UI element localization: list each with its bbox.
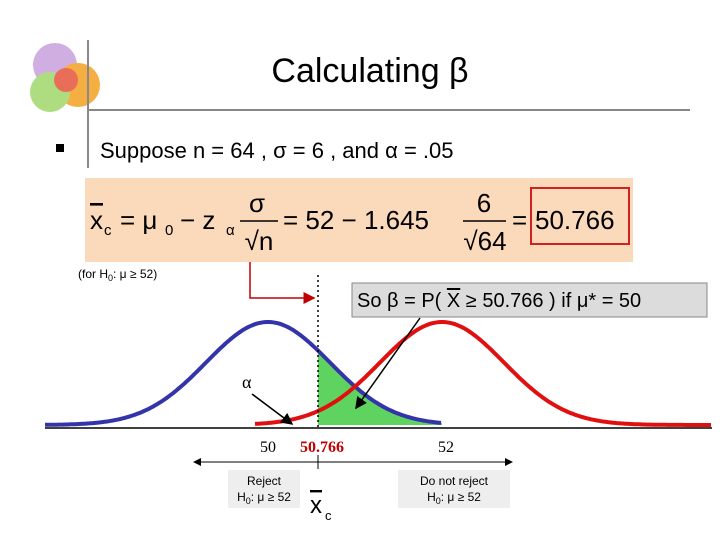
t: 0 bbox=[246, 496, 251, 506]
numerator: σ bbox=[249, 188, 265, 218]
note-text: (for H bbox=[78, 267, 108, 281]
null-curve bbox=[45, 320, 442, 427]
result-box bbox=[530, 187, 630, 245]
bullet-marker bbox=[56, 144, 64, 152]
accept-line1: Do not reject bbox=[420, 474, 489, 488]
t: 0 bbox=[436, 496, 441, 506]
logo bbox=[30, 43, 100, 112]
eq: = bbox=[512, 205, 527, 235]
accept-box bbox=[398, 470, 510, 508]
axis-label: 50 bbox=[260, 439, 276, 456]
denominator: √64 bbox=[463, 226, 506, 256]
sub: 0 bbox=[165, 222, 173, 239]
alpha-label: α bbox=[242, 372, 252, 392]
note-sub: 0 bbox=[108, 273, 113, 283]
t: H bbox=[237, 490, 246, 504]
xc-sub: c bbox=[325, 508, 332, 523]
t: H bbox=[427, 490, 436, 504]
minus: − z bbox=[180, 205, 215, 235]
bullet: Suppose n = 64 , σ = 6 , and α = .05 bbox=[100, 138, 454, 163]
numerator: 6 bbox=[477, 188, 491, 218]
alpha-arrow bbox=[251, 393, 294, 425]
beta-area bbox=[318, 350, 442, 425]
axis-label: 50.766 bbox=[300, 439, 344, 456]
callout-text: So β = P( bbox=[357, 290, 442, 312]
title: Calculating β bbox=[271, 52, 468, 90]
callout-box bbox=[351, 282, 708, 318]
reject-line1: Reject bbox=[247, 474, 282, 488]
formula: x c = μ 0 − z α σ √n = 52 − 1.645 6 √64 … bbox=[90, 188, 615, 256]
sub: α bbox=[226, 222, 235, 239]
xc-label: x bbox=[310, 492, 322, 519]
sub: c bbox=[104, 222, 112, 239]
alt-curve bbox=[254, 320, 711, 427]
reject-box bbox=[228, 470, 300, 508]
t: : μ ≥ 52 bbox=[251, 490, 292, 504]
accept-line2: H0: μ ≥ 52 bbox=[427, 490, 481, 506]
pointer-arrow bbox=[249, 262, 316, 304]
note-text: : μ ≥ 52) bbox=[113, 267, 157, 281]
xbar: x bbox=[90, 205, 103, 235]
reject-line2: H0: μ ≥ 52 bbox=[237, 490, 291, 506]
formula-box bbox=[85, 178, 633, 262]
eq: = μ bbox=[120, 205, 157, 235]
beta-arrow bbox=[355, 317, 421, 410]
result: 50.766 bbox=[535, 205, 615, 235]
t: : μ ≥ 52 bbox=[441, 490, 482, 504]
curves bbox=[45, 320, 711, 427]
axis-label: 52 bbox=[438, 439, 454, 456]
eq: = 52 − 1.645 bbox=[283, 205, 429, 235]
callout: So β = P( X ≥ 50.766 ) if μ* = 50 bbox=[357, 290, 641, 312]
note: (for H0: μ ≥ 52) bbox=[78, 267, 157, 283]
callout-xbar: X bbox=[447, 290, 460, 312]
callout-text: ≥ 50.766 ) if μ* = 50 bbox=[466, 290, 641, 312]
denominator: √n bbox=[245, 226, 274, 256]
